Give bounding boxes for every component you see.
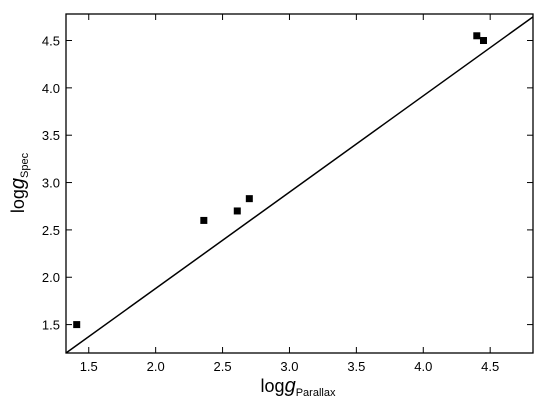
- x-tick-label: 3.0: [280, 359, 298, 374]
- x-label-log: log: [261, 376, 285, 396]
- y-label-log: log: [8, 189, 28, 213]
- y-tick-label: 4.0: [42, 81, 60, 96]
- point: [73, 321, 81, 329]
- y-tick-label: 3.5: [42, 128, 60, 143]
- y-label-sub: Spec: [19, 152, 31, 178]
- point: [200, 216, 208, 224]
- point: [245, 195, 253, 203]
- x-label-sub: Parallax: [296, 387, 336, 399]
- point: [233, 207, 241, 215]
- y-axis-label: loggSpec: [7, 152, 31, 213]
- x-tick-label: 4.5: [481, 359, 499, 374]
- point: [479, 37, 487, 45]
- reference-line: [65, 16, 534, 354]
- point: [473, 32, 481, 40]
- y-tick-label: 2.5: [42, 223, 60, 238]
- y-label-var: g: [7, 178, 29, 189]
- x-tick-label: 3.5: [347, 359, 365, 374]
- x-tick-label: 1.5: [80, 359, 98, 374]
- plot-frame: [65, 13, 534, 354]
- y-tick-label: 4.5: [42, 34, 60, 49]
- y-tick-label: 2.0: [42, 270, 60, 285]
- x-axis-label: loggParallax: [261, 375, 336, 399]
- x-tick-label: 2.0: [147, 359, 165, 374]
- x-tick-label: 4.0: [414, 359, 432, 374]
- y-tick-label: 3.0: [42, 176, 60, 191]
- y-tick-label: 1.5: [42, 318, 60, 333]
- x-tick-label: 2.5: [214, 359, 232, 374]
- x-label-var: g: [285, 375, 296, 397]
